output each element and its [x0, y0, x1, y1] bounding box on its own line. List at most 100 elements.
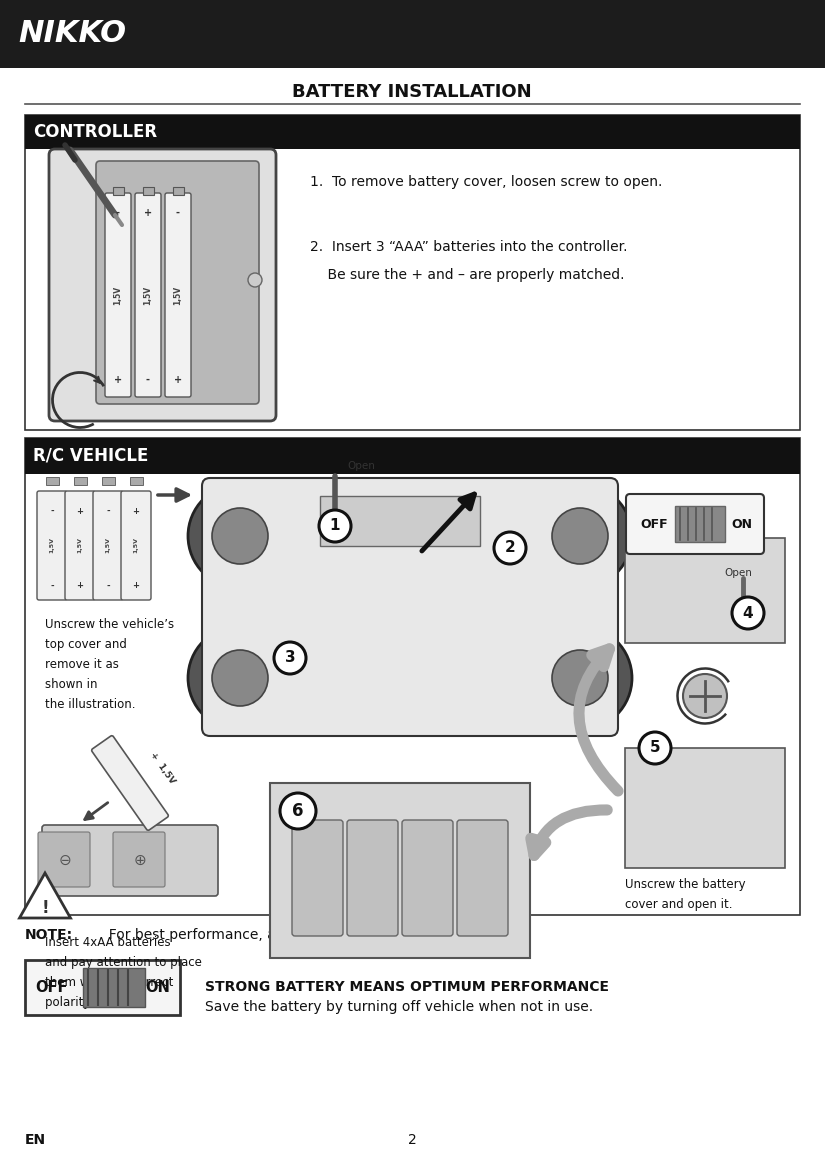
Circle shape — [274, 642, 306, 674]
Text: 1,5V: 1,5V — [50, 538, 54, 553]
Text: 2.  Insert 3 “AAA” batteries into the controller.: 2. Insert 3 “AAA” batteries into the con… — [310, 240, 628, 254]
Text: shown in: shown in — [45, 679, 97, 691]
Circle shape — [552, 650, 608, 706]
Circle shape — [528, 484, 632, 588]
Text: NOTE:: NOTE: — [25, 928, 73, 942]
Bar — [45, 477, 59, 486]
FancyBboxPatch shape — [92, 735, 168, 830]
Text: Be sure the + and – are properly matched.: Be sure the + and – are properly matched… — [310, 268, 625, 282]
FancyBboxPatch shape — [292, 820, 343, 936]
Text: !: ! — [41, 899, 49, 917]
FancyBboxPatch shape — [347, 820, 398, 936]
Circle shape — [552, 507, 608, 564]
FancyBboxPatch shape — [135, 193, 161, 397]
Circle shape — [494, 532, 526, 564]
Text: 1.  To remove battery cover, loosen screw to open.: 1. To remove battery cover, loosen screw… — [310, 175, 662, 188]
Text: cover and open it.: cover and open it. — [625, 898, 733, 911]
Circle shape — [280, 793, 316, 829]
Text: Open: Open — [724, 568, 752, 578]
FancyBboxPatch shape — [626, 494, 764, 554]
Text: the illustration.: the illustration. — [45, 698, 135, 711]
Text: EN: EN — [25, 1133, 46, 1147]
Circle shape — [248, 273, 262, 287]
Text: 1,5V: 1,5V — [114, 286, 122, 304]
Bar — [172, 187, 183, 195]
Text: Unscrew the battery: Unscrew the battery — [625, 879, 746, 891]
Circle shape — [639, 732, 671, 764]
Text: +: + — [77, 506, 83, 516]
Circle shape — [212, 507, 268, 564]
Text: ON: ON — [731, 518, 752, 531]
Text: BATTERY INSTALLATION: BATTERY INSTALLATION — [292, 83, 532, 101]
Text: NIKKO: NIKKO — [18, 20, 126, 49]
Circle shape — [188, 627, 292, 729]
FancyBboxPatch shape — [65, 491, 95, 600]
Bar — [270, 783, 530, 958]
Text: polarity (+/–).: polarity (+/–). — [45, 996, 127, 1009]
Bar — [25, 438, 800, 474]
Text: STRONG BATTERY MEANS OPTIMUM PERFORMANCE: STRONG BATTERY MEANS OPTIMUM PERFORMANCE — [205, 980, 609, 994]
Bar — [25, 438, 800, 916]
Text: OFF: OFF — [35, 980, 68, 995]
Text: For best performance, always use alkaline batteries only.: For best performance, always use alkalin… — [100, 928, 505, 942]
Text: ⊕: ⊕ — [134, 853, 146, 868]
FancyBboxPatch shape — [121, 491, 151, 600]
Text: 1: 1 — [330, 519, 340, 534]
Text: -: - — [50, 581, 54, 591]
Polygon shape — [20, 873, 70, 918]
FancyBboxPatch shape — [49, 149, 276, 421]
Text: +: + — [114, 375, 122, 385]
Text: -: - — [116, 208, 120, 218]
Circle shape — [188, 484, 292, 588]
Bar — [25, 114, 800, 430]
Bar — [625, 538, 785, 643]
Text: 1,5V: 1,5V — [106, 538, 111, 553]
FancyBboxPatch shape — [105, 193, 131, 397]
Bar — [130, 477, 143, 486]
Text: 4: 4 — [742, 606, 753, 621]
FancyBboxPatch shape — [93, 491, 123, 600]
Text: 1,5V: 1,5V — [78, 538, 82, 553]
FancyBboxPatch shape — [37, 491, 67, 600]
Text: +: + — [133, 581, 139, 591]
Text: ON: ON — [145, 980, 170, 995]
Bar — [320, 496, 480, 546]
FancyBboxPatch shape — [38, 832, 90, 887]
Text: -: - — [146, 375, 150, 385]
Bar — [73, 477, 87, 486]
FancyBboxPatch shape — [165, 193, 191, 397]
Text: Save the battery by turning off vehicle when not in use.: Save the battery by turning off vehicle … — [205, 1000, 593, 1014]
FancyBboxPatch shape — [402, 820, 453, 936]
Text: Insert 4xAA batteries: Insert 4xAA batteries — [45, 936, 171, 949]
FancyBboxPatch shape — [457, 820, 508, 936]
FancyBboxPatch shape — [96, 161, 259, 403]
Text: top cover and: top cover and — [45, 638, 127, 651]
Text: 2: 2 — [408, 1133, 417, 1147]
Bar — [0, 0, 825, 68]
Text: +: + — [174, 375, 182, 385]
Text: remove it as: remove it as — [45, 658, 119, 670]
Bar — [25, 959, 180, 1015]
Bar — [25, 114, 800, 149]
Text: -: - — [50, 506, 54, 516]
Text: +  1,5V: + 1,5V — [148, 750, 177, 786]
Text: OFF: OFF — [640, 518, 667, 531]
FancyBboxPatch shape — [202, 477, 618, 736]
Text: ⊖: ⊖ — [59, 853, 72, 868]
Circle shape — [528, 627, 632, 729]
Text: Unscrew the vehicle’s: Unscrew the vehicle’s — [45, 618, 174, 631]
Text: -: - — [106, 506, 110, 516]
Text: 1,5V: 1,5V — [144, 286, 153, 304]
FancyBboxPatch shape — [42, 825, 218, 896]
Text: 3: 3 — [285, 651, 295, 666]
Text: 6: 6 — [292, 802, 304, 820]
Text: R/C VEHICLE: R/C VEHICLE — [33, 447, 148, 465]
Text: 5: 5 — [650, 741, 660, 756]
FancyBboxPatch shape — [113, 832, 165, 887]
Text: 1,5V: 1,5V — [173, 286, 182, 304]
Circle shape — [212, 650, 268, 706]
Text: 2: 2 — [505, 541, 516, 556]
Text: +: + — [133, 506, 139, 516]
Circle shape — [683, 674, 727, 718]
Text: +: + — [144, 208, 152, 218]
